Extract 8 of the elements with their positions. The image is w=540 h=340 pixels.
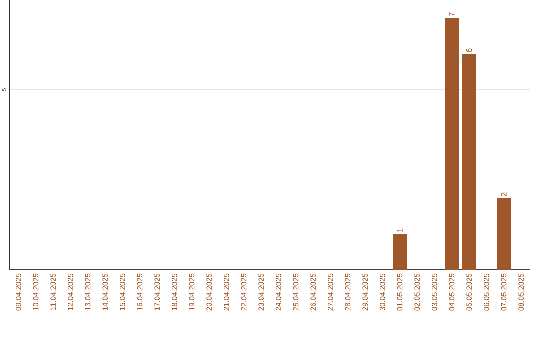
data-label: 2	[501, 192, 507, 196]
data-label: 7	[449, 12, 455, 16]
bar	[462, 54, 476, 270]
bar	[497, 198, 512, 270]
data-label: 6	[466, 48, 472, 52]
data-label: 1	[397, 228, 403, 232]
bar	[393, 234, 407, 270]
bar	[445, 18, 460, 270]
